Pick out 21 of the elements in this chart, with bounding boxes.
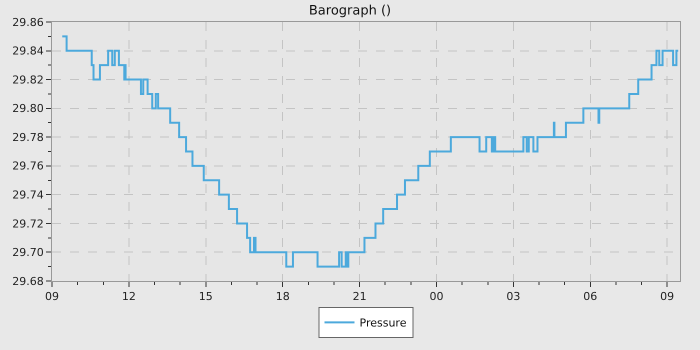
x-tick-label: 00: [429, 290, 444, 304]
x-tick-label: 06: [583, 290, 598, 304]
y-tick-label: 29.70: [12, 246, 44, 260]
x-tick-label: 09: [660, 290, 674, 304]
y-tick-label: 29.80: [12, 102, 44, 116]
x-tick-label: 15: [198, 290, 213, 304]
legend-label: Pressure: [360, 316, 407, 330]
x-tick-label: 18: [276, 290, 290, 304]
x-tick-label: 12: [122, 290, 136, 304]
y-tick-label: 29.84: [12, 44, 44, 58]
x-tick-label: 03: [506, 290, 520, 304]
y-tick-label: 29.76: [12, 160, 44, 173]
y-tick-label: 29.68: [12, 274, 44, 288]
y-tick-label: 29.78: [12, 130, 44, 144]
y-tick-label: 29.74: [12, 188, 44, 202]
x-tick-label: 09: [45, 290, 59, 304]
x-tick-label: 21: [352, 290, 367, 304]
y-tick-label: 29.72: [12, 217, 44, 230]
chart-title: Barograph (): [308, 3, 392, 18]
y-tick-label: 29.82: [12, 73, 44, 86]
y-tick-label: 29.86: [12, 16, 44, 29]
